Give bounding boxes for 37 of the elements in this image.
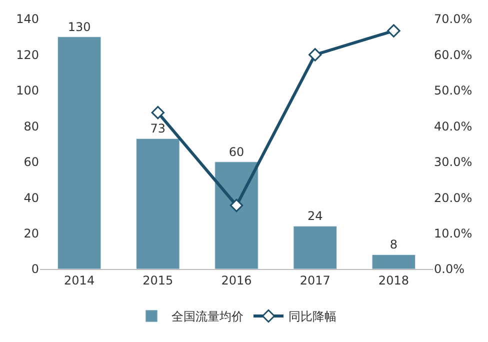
y-tick-label: 140 — [16, 12, 39, 26]
y2-tick-label: 10.0% — [434, 226, 472, 240]
x-tick-label: 2015 — [142, 273, 174, 288]
y2-tick-label: 0.0% — [434, 262, 464, 276]
data-label: 60 — [228, 144, 244, 159]
data-label: 24 — [307, 209, 323, 224]
point — [151, 106, 164, 120]
y2-tick-label: 20.0% — [434, 190, 472, 205]
y-tick-label: 80 — [24, 119, 39, 134]
bar — [214, 162, 258, 269]
data-label: 73 — [150, 122, 166, 136]
data-label: 8 — [390, 238, 398, 252]
point — [308, 48, 322, 62]
point — [230, 198, 244, 212]
data-label: 130 — [68, 20, 91, 34]
y-tick-label: 100 — [16, 84, 39, 98]
x-tick-label: 2017 — [300, 273, 330, 288]
y2-tick-label: 50.0% — [434, 84, 472, 98]
y-tick-label: 20 — [24, 226, 39, 240]
bar — [136, 138, 180, 269]
y-tick-label: 40 — [24, 190, 39, 205]
y-tick-label: 120 — [16, 48, 39, 62]
x-tick-label: 2016 — [221, 273, 252, 288]
y2-tick-label: 30.0% — [434, 155, 472, 170]
legend-label: 同比降幅 — [288, 310, 336, 324]
y2-tick-label: 40.0% — [434, 119, 472, 134]
y2-tick-label: 70.0% — [434, 12, 472, 26]
bar — [293, 226, 337, 269]
bar — [57, 36, 102, 269]
x-tick-label: 2018 — [378, 273, 409, 288]
legend-label: 全国流量均价 — [172, 310, 244, 324]
y-tick-label: 0 — [31, 262, 39, 276]
point — [387, 24, 400, 38]
x-tick-label: 2014 — [64, 273, 95, 288]
y-tick-label: 60 — [24, 155, 39, 170]
bar — [372, 254, 416, 269]
y2-tick-label: 60.0% — [434, 48, 472, 62]
